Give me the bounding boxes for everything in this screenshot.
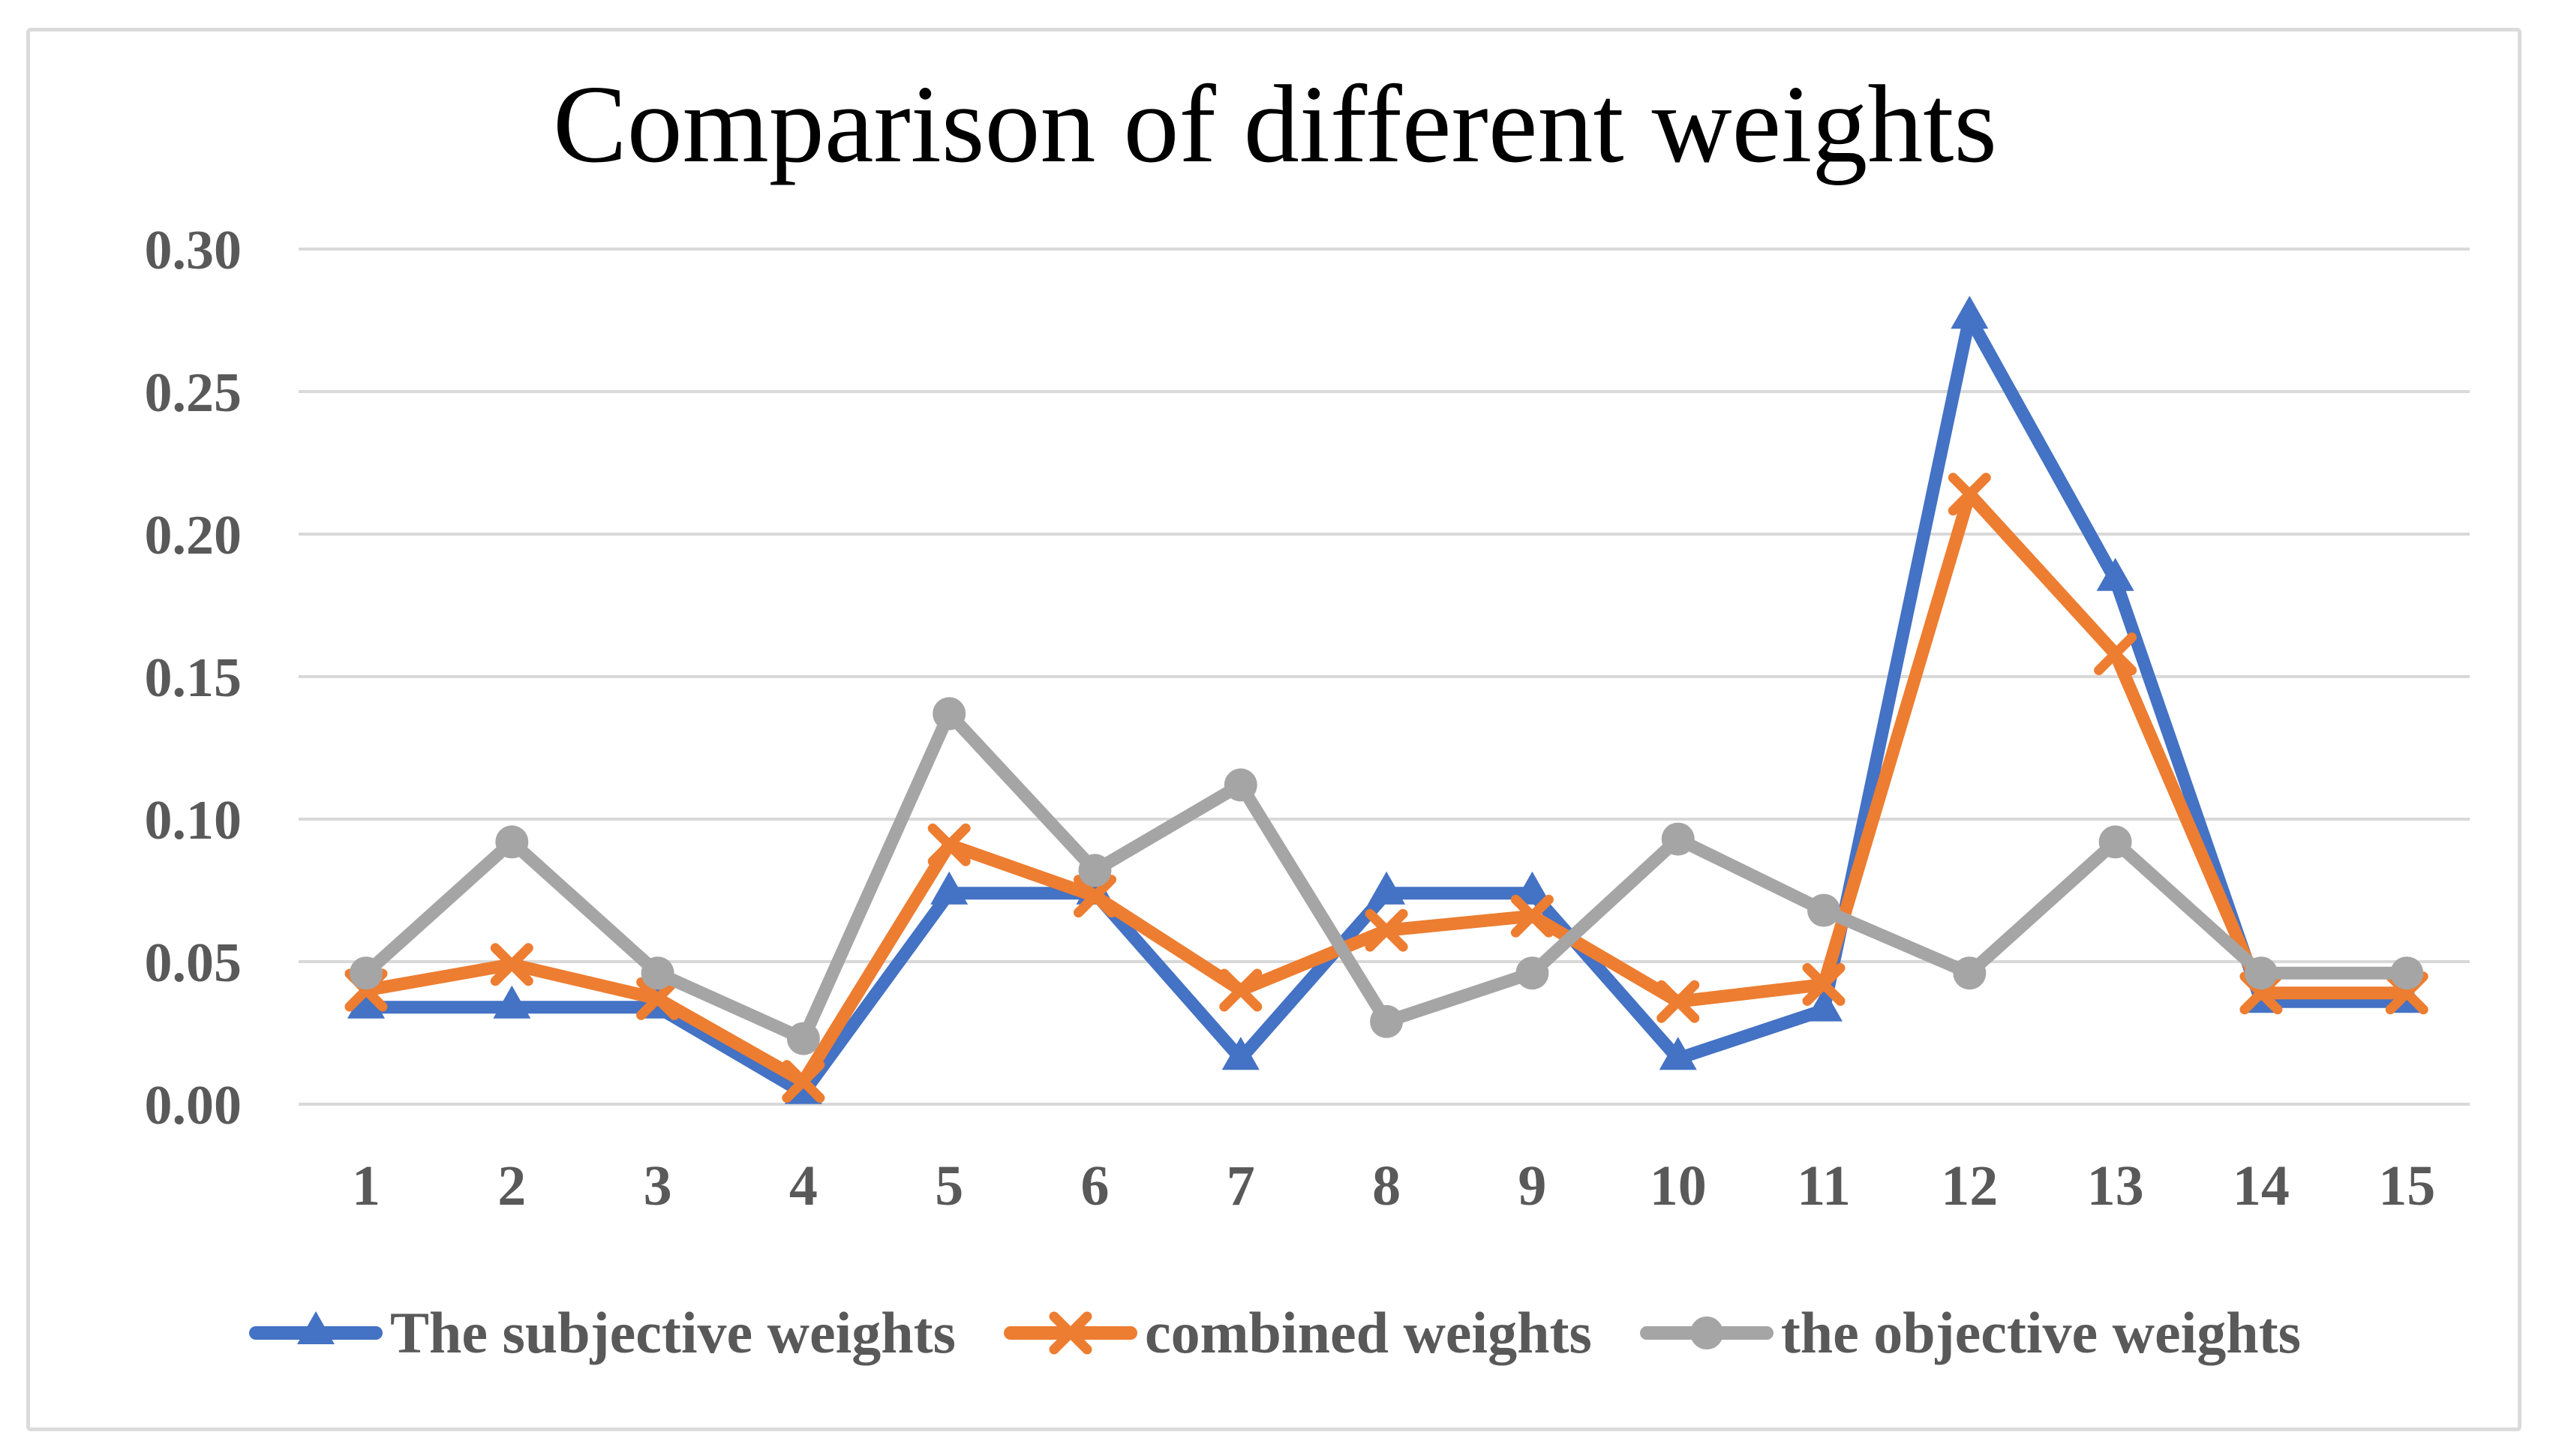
x-tick-label: 3 xyxy=(644,1154,672,1217)
marker-x xyxy=(782,1060,825,1103)
marker-circle xyxy=(1661,822,1695,856)
y-tick-label: 0.20 xyxy=(145,505,242,566)
x-tick-label: 13 xyxy=(2087,1154,2144,1217)
x-tick-label: 14 xyxy=(2233,1154,2290,1217)
marker-circle xyxy=(495,825,529,859)
marker-circle xyxy=(933,697,966,731)
legend-label-subjective-weights: The subjective weights xyxy=(390,1300,956,1365)
marker-triangle xyxy=(1513,871,1551,905)
y-tick-label: 0.00 xyxy=(145,1075,242,1136)
marker-triangle xyxy=(1368,871,1406,905)
marker-triangle xyxy=(1659,1037,1697,1070)
marker-circle xyxy=(2390,956,2424,990)
legend-swatch-circle-icon xyxy=(1639,1316,1774,1349)
legend-item-subjective-weights: The subjective weights xyxy=(249,1298,956,1367)
marker-triangle xyxy=(2096,557,2134,591)
marker-triangle xyxy=(297,1311,335,1344)
marker-circle xyxy=(2098,825,2132,859)
marker-x xyxy=(1510,894,1554,938)
marker-x xyxy=(2094,632,2137,676)
marker-circle xyxy=(1224,768,1257,802)
x-tick-label: 4 xyxy=(789,1154,818,1217)
legend-item-objective-weights: the objective weights xyxy=(1639,1298,2301,1367)
legend-swatch-x-icon xyxy=(1003,1311,1137,1355)
legend-item-combined-weights: combined weights xyxy=(1003,1298,1592,1367)
x-tick-label: 5 xyxy=(935,1154,963,1217)
marker-x xyxy=(1802,962,1846,1006)
marker-x xyxy=(1365,908,1408,952)
y-tick-label: 0.10 xyxy=(145,790,242,851)
y-tick-label: 0.25 xyxy=(145,362,242,424)
x-tick-label: 11 xyxy=(1797,1154,1851,1217)
marker-circle xyxy=(1807,893,1840,927)
x-tick-label: 15 xyxy=(2378,1154,2435,1217)
marker-x xyxy=(927,823,971,866)
chart-title: Comparison of different weights xyxy=(552,63,1997,186)
y-tick-label: 0.30 xyxy=(145,220,242,281)
marker-x xyxy=(1219,968,1263,1012)
chart-frame xyxy=(26,28,2521,1431)
x-tick-label: 1 xyxy=(352,1154,380,1217)
x-tick-label: 6 xyxy=(1081,1154,1110,1217)
legend-label-objective-weights: the objective weights xyxy=(1780,1300,2301,1365)
marker-circle xyxy=(786,1022,820,1055)
series-line-1 xyxy=(359,488,2413,1088)
x-tick-label: 9 xyxy=(1518,1154,1546,1217)
marker-triangle xyxy=(1951,296,1989,329)
x-tick-label: 8 xyxy=(1372,1154,1401,1217)
marker-circle xyxy=(350,956,383,990)
marker-x xyxy=(1656,980,1700,1023)
marker-x xyxy=(490,943,533,986)
x-tick-label: 10 xyxy=(1650,1154,1707,1217)
marker-triangle xyxy=(930,871,969,905)
marker-triangle xyxy=(347,985,385,1019)
legend-label-combined-weights: combined weights xyxy=(1144,1300,1592,1365)
marker-triangle xyxy=(1221,1037,1260,1070)
y-tick-label: 0.15 xyxy=(145,647,242,709)
marker-circle xyxy=(1370,1004,1404,1038)
marker-circle xyxy=(1078,854,1112,887)
marker-triangle xyxy=(493,985,531,1019)
marker-circle xyxy=(2244,956,2278,990)
x-tick-label: 12 xyxy=(1941,1154,1998,1217)
legend-swatch-triangle-icon xyxy=(249,1311,383,1344)
marker-circle xyxy=(1689,1316,1723,1349)
y-tick-label: 0.05 xyxy=(145,932,242,994)
marker-x xyxy=(1948,473,1991,516)
marker-triangle xyxy=(1805,988,1843,1022)
marker-circle xyxy=(1515,956,1549,990)
marker-x xyxy=(1074,875,1116,918)
x-tick-label: 2 xyxy=(497,1154,526,1217)
legend: The subjective weights combined weights … xyxy=(0,1269,2550,1397)
marker-circle xyxy=(641,956,674,990)
marker-circle xyxy=(1953,956,1987,990)
x-tick-label: 7 xyxy=(1227,1154,1255,1217)
marker-x xyxy=(1049,1311,1092,1355)
marker-x xyxy=(636,977,680,1020)
